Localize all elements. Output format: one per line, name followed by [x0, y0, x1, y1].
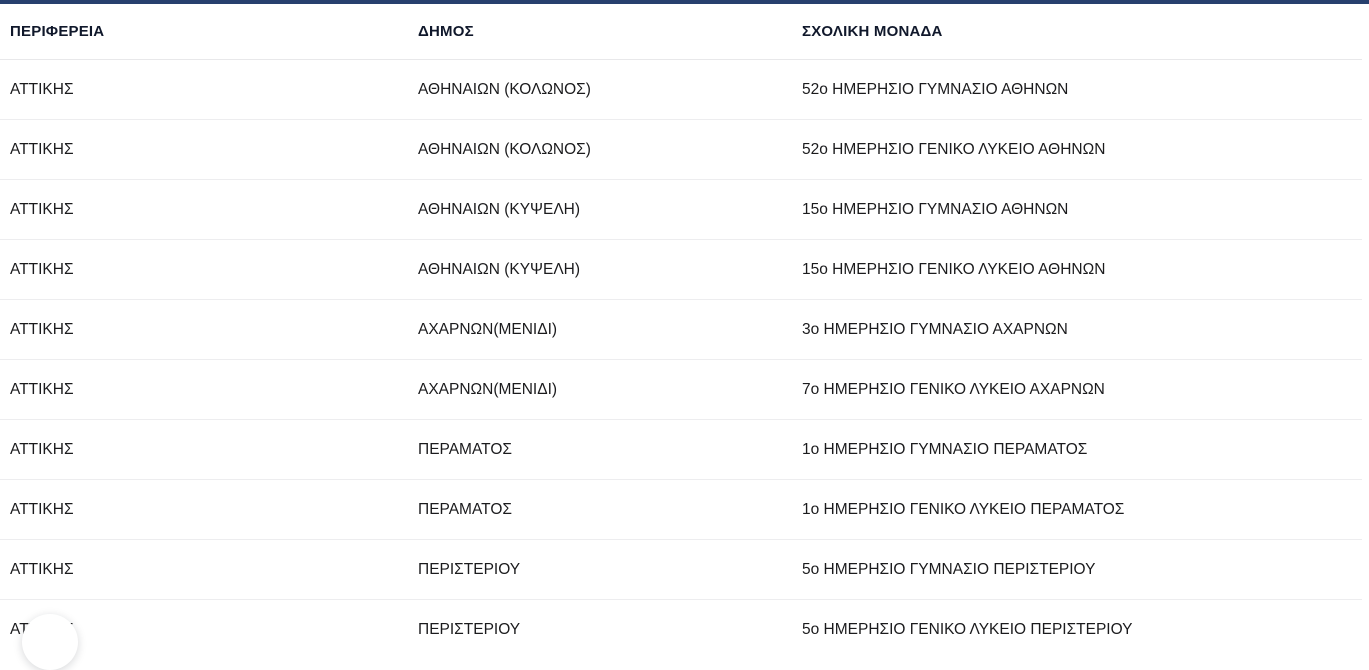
cell-municipality: ΠΕΡΑΜΑΤΟΣ: [399, 419, 782, 480]
cell-region: ΑΤΤΙΚΗΣ: [0, 539, 399, 600]
table-row[interactable]: ΑΤΤΙΚΗΣ ΠΕΡΙΣΤΕΡΙΟΥ 5ο ΗΜΕΡΗΣΙΟ ΓΥΜΝΑΣΙΟ Π…: [0, 539, 1362, 600]
cell-municipality: ΑΘΗΝΑΙΩΝ (ΚΥΨΕΛΗ): [399, 179, 782, 240]
top-accent-bar: [0, 0, 1369, 4]
table-row[interactable]: ΑΤΤΙΚΗΣ ΑΘΗΝΑΙΩΝ (ΚΟΛΩΝΟΣ) 52ο ΗΜΕΡΗΣΙΟ ΓΕ…: [0, 119, 1362, 180]
table-row[interactable]: ΑΤΤΙΚΗΣ ΑΘΗΝΑΙΩΝ (ΚΥΨΕΛΗ) 15ο ΗΜΕΡΗΣΙΟ ΓΕΝ…: [0, 239, 1362, 300]
cell-school-unit: 52ο ΗΜΕΡΗΣΙΟ ΓΥΜΝΑΣΙΟ ΑΘΗΝΩΝ: [782, 59, 1362, 120]
cell-school-unit: 15ο ΗΜΕΡΗΣΙΟ ΓΥΜΝΑΣΙΟ ΑΘΗΝΩΝ: [782, 179, 1362, 240]
cell-region: ΑΤΤΙΚΗΣ: [0, 359, 399, 420]
cell-region: ΑΤΤΙΚΗΣ: [0, 419, 399, 480]
page-root: ΠΕΡΙΦΕΡΕΙΑ ΔΗΜΟΣ ΣΧΟΛΙΚΗ ΜΟΝΑΔΑ ΑΤΤΙΚΗΣ Α…: [0, 0, 1369, 638]
column-header-school-unit[interactable]: ΣΧΟΛΙΚΗ ΜΟΝΑΔΑ: [782, 4, 1362, 60]
registry-table-container: ΠΕΡΙΦΕΡΕΙΑ ΔΗΜΟΣ ΣΧΟΛΙΚΗ ΜΟΝΑΔΑ ΑΤΤΙΚΗΣ Α…: [0, 4, 1369, 659]
cell-municipality: ΠΕΡΙΣΤΕΡΙΟΥ: [399, 599, 782, 659]
cell-region: ΑΤΤΙΚΗΣ: [0, 299, 399, 360]
column-header-region[interactable]: ΠΕΡΙΦΕΡΕΙΑ: [0, 4, 399, 60]
cell-region: ΑΤΤΙΚΗΣ: [0, 179, 399, 240]
table-row[interactable]: ΑΤΤΙΚΗΣ ΑΘΗΝΑΙΩΝ (ΚΟΛΩΝΟΣ) 52ο ΗΜΕΡΗΣΙΟ ΓΥ…: [0, 59, 1362, 120]
cell-school-unit: 5ο ΗΜΕΡΗΣΙΟ ΓΕΝΙΚΟ ΛΥΚΕΙΟ ΠΕΡΙΣΤΕΡΙΟΥ: [782, 599, 1362, 659]
cell-school-unit: 7ο ΗΜΕΡΗΣΙΟ ΓΕΝΙΚΟ ΛΥΚΕΙΟ ΑΧΑΡΝΩΝ: [782, 359, 1362, 420]
cell-municipality: ΠΕΡΙΣΤΕΡΙΟΥ: [399, 539, 782, 600]
cell-municipality: ΑΧΑΡΝΩΝ(ΜΕΝΙΔΙ): [399, 299, 782, 360]
cell-municipality: ΑΘΗΝΑΙΩΝ (ΚΟΛΩΝΟΣ): [399, 119, 782, 180]
cell-region: ΑΤΤΙΚΗΣ: [0, 239, 399, 300]
cell-region: ΑΤΤΙΚΗΣ: [0, 59, 399, 120]
cell-region: ΑΤΤΙΚΗΣ: [0, 119, 399, 180]
cell-municipality: ΑΧΑΡΝΩΝ(ΜΕΝΙΔΙ): [399, 359, 782, 420]
school-registry-table: ΠΕΡΙΦΕΡΕΙΑ ΔΗΜΟΣ ΣΧΟΛΙΚΗ ΜΟΝΑΔΑ ΑΤΤΙΚΗΣ Α…: [0, 4, 1362, 659]
cell-school-unit: 5ο ΗΜΕΡΗΣΙΟ ΓΥΜΝΑΣΙΟ ΠΕΡΙΣΤΕΡΙΟΥ: [782, 539, 1362, 600]
table-row[interactable]: ΑΤΤΙΚΗΣ ΠΕΡΙΣΤΕΡΙΟΥ 5ο ΗΜΕΡΗΣΙΟ ΓΕΝΙΚΟ ΛΥΚ…: [0, 599, 1362, 659]
table-header: ΠΕΡΙΦΕΡΕΙΑ ΔΗΜΟΣ ΣΧΟΛΙΚΗ ΜΟΝΑΔΑ: [0, 4, 1362, 60]
cell-school-unit: 3ο ΗΜΕΡΗΣΙΟ ΓΥΜΝΑΣΙΟ ΑΧΑΡΝΩΝ: [782, 299, 1362, 360]
table-row[interactable]: ΑΤΤΙΚΗΣ ΑΘΗΝΑΙΩΝ (ΚΥΨΕΛΗ) 15ο ΗΜΕΡΗΣΙΟ ΓΥΜ…: [0, 179, 1362, 240]
cell-region: ΑΤΤΙΚΗΣ: [0, 479, 399, 540]
table-row[interactable]: ΑΤΤΙΚΗΣ ΑΧΑΡΝΩΝ(ΜΕΝΙΔΙ) 7ο ΗΜΕΡΗΣΙΟ ΓΕΝΙΚΟ…: [0, 359, 1362, 420]
cell-municipality: ΑΘΗΝΑΙΩΝ (ΚΟΛΩΝΟΣ): [399, 59, 782, 120]
table-body: ΑΤΤΙΚΗΣ ΑΘΗΝΑΙΩΝ (ΚΟΛΩΝΟΣ) 52ο ΗΜΕΡΗΣΙΟ ΓΥ…: [0, 59, 1362, 659]
cell-municipality: ΑΘΗΝΑΙΩΝ (ΚΥΨΕΛΗ): [399, 239, 782, 300]
cell-school-unit: 1ο ΗΜΕΡΗΣΙΟ ΓΥΜΝΑΣΙΟ ΠΕΡΑΜΑΤΟΣ: [782, 419, 1362, 480]
table-header-row: ΠΕΡΙΦΕΡΕΙΑ ΔΗΜΟΣ ΣΧΟΛΙΚΗ ΜΟΝΑΔΑ: [0, 4, 1362, 60]
table-row[interactable]: ΑΤΤΙΚΗΣ ΠΕΡΑΜΑΤΟΣ 1ο ΗΜΕΡΗΣΙΟ ΓΥΜΝΑΣΙΟ ΠΕΡ…: [0, 419, 1362, 480]
cell-school-unit: 1ο ΗΜΕΡΗΣΙΟ ΓΕΝΙΚΟ ΛΥΚΕΙΟ ΠΕΡΑΜΑΤΟΣ: [782, 479, 1362, 540]
cell-school-unit: 52ο ΗΜΕΡΗΣΙΟ ΓΕΝΙΚΟ ΛΥΚΕΙΟ ΑΘΗΝΩΝ: [782, 119, 1362, 180]
cell-school-unit: 15ο ΗΜΕΡΗΣΙΟ ΓΕΝΙΚΟ ΛΥΚΕΙΟ ΑΘΗΝΩΝ: [782, 239, 1362, 300]
table-row[interactable]: ΑΤΤΙΚΗΣ ΠΕΡΑΜΑΤΟΣ 1ο ΗΜΕΡΗΣΙΟ ΓΕΝΙΚΟ ΛΥΚΕΙ…: [0, 479, 1362, 540]
column-header-municipality[interactable]: ΔΗΜΟΣ: [399, 4, 782, 60]
table-row[interactable]: ΑΤΤΙΚΗΣ ΑΧΑΡΝΩΝ(ΜΕΝΙΔΙ) 3ο ΗΜΕΡΗΣΙΟ ΓΥΜΝΑΣ…: [0, 299, 1362, 360]
cell-municipality: ΠΕΡΑΜΑΤΟΣ: [399, 479, 782, 540]
cell-region: ΑΤΤΙΚΗΣ: [0, 599, 399, 659]
